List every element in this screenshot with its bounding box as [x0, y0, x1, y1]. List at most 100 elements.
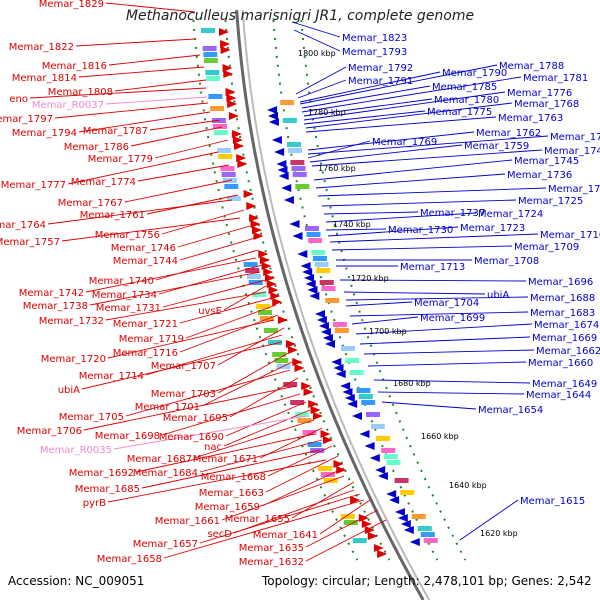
left-gene-label[interactable]: Memar_1808: [48, 87, 113, 98]
left-gene-label[interactable]: Memar_1794: [12, 128, 77, 139]
left-gene-label[interactable]: Memar_R0037: [32, 100, 104, 111]
right-gene-label[interactable]: Memar_1662: [536, 346, 600, 357]
right-gene-label[interactable]: Memar_1745: [514, 156, 579, 167]
left-gene-label[interactable]: Memar_1701: [135, 402, 200, 413]
left-gene-label[interactable]: Memar_1774: [71, 177, 136, 188]
left-gene-label[interactable]: Memar_1731: [96, 303, 161, 314]
right-gene-label[interactable]: Memar_1790: [442, 68, 507, 79]
left-gene-label[interactable]: Memar_1767: [58, 198, 123, 209]
left-gene-label[interactable]: Memar_1716: [113, 348, 178, 359]
left-gene-label[interactable]: Memar_1659: [195, 502, 260, 513]
right-gene-label[interactable]: Memar_1785: [432, 82, 497, 93]
right-gene-label[interactable]: Memar_1727: [548, 184, 600, 195]
right-gene-label[interactable]: Memar_1654: [478, 405, 543, 416]
left-gene-label[interactable]: Memar_1732: [39, 316, 104, 327]
right-gene-label[interactable]: Memar_1649: [532, 379, 597, 390]
left-gene-label[interactable]: Memar_1777: [1, 180, 66, 191]
left-gene-label[interactable]: Memar_1721: [113, 319, 178, 330]
right-gene-label[interactable]: Memar_1747: [544, 146, 600, 157]
left-gene-label[interactable]: Memar_1816: [42, 61, 107, 72]
left-gene-label[interactable]: Memar_1663: [199, 488, 264, 499]
right-gene-label[interactable]: Memar_1775: [427, 107, 492, 118]
left-gene-label[interactable]: Memar_1703: [151, 389, 216, 400]
left-gene-label[interactable]: Memar_1797: [0, 114, 53, 125]
right-gene-label[interactable]: Memar_1710: [540, 230, 600, 241]
right-gene-label[interactable]: Memar_1730: [388, 225, 453, 236]
left-gene-label[interactable]: Memar_1814: [12, 73, 77, 84]
left-gene-label[interactable]: ubiA: [58, 385, 80, 396]
right-gene-label[interactable]: Memar_1762: [476, 128, 541, 139]
left-gene-label[interactable]: Memar_1705: [59, 412, 124, 423]
left-gene-label[interactable]: Memar_1744: [113, 256, 178, 267]
right-gene-label[interactable]: Memar_1723: [460, 223, 525, 234]
left-gene-label[interactable]: Memar_1687: [127, 454, 192, 465]
left-gene-label[interactable]: Memar_1738: [23, 301, 88, 312]
right-gene-label[interactable]: Memar_1763: [498, 113, 563, 124]
right-gene-label[interactable]: Memar_1791: [348, 76, 413, 87]
right-gene-label[interactable]: Memar_1725: [518, 196, 583, 207]
left-gene-label[interactable]: Memar_1698: [95, 431, 160, 442]
left-gene-label[interactable]: Memar_1706: [17, 426, 82, 437]
right-gene-label[interactable]: Memar_1660: [528, 358, 593, 369]
left-gene-label[interactable]: Memar_1742: [19, 288, 84, 299]
left-gene-label[interactable]: Memar_1657: [133, 539, 198, 550]
left-gene-label[interactable]: Memar_1720: [41, 354, 106, 365]
left-gene-label[interactable]: Memar_1695: [163, 413, 228, 424]
left-gene-label[interactable]: Memar_1658: [97, 554, 162, 565]
right-gene-label[interactable]: Memar_1759: [464, 141, 529, 152]
right-gene-label[interactable]: Memar_1736: [507, 170, 572, 181]
right-gene-label[interactable]: Memar_1696: [528, 277, 593, 288]
left-gene-label[interactable]: Memar_1635: [239, 543, 304, 554]
right-gene-label[interactable]: Memar_1776: [507, 88, 572, 99]
left-gene-label[interactable]: Memar_1719: [119, 334, 184, 345]
right-gene-label[interactable]: Memar_1688: [530, 293, 595, 304]
left-gene-label[interactable]: pyrB: [83, 498, 106, 509]
right-gene-label[interactable]: Memar_1644: [526, 390, 591, 401]
left-gene-label[interactable]: nac: [204, 442, 222, 453]
right-gene-label[interactable]: Memar_1768: [514, 99, 579, 110]
right-gene-label[interactable]: Memar_1704: [414, 298, 479, 309]
right-gene-label[interactable]: Memar_1781: [523, 73, 588, 84]
right-gene-label[interactable]: Memar_1669: [532, 333, 597, 344]
left-gene-label[interactable]: Memar_1761: [80, 210, 145, 221]
right-gene-label[interactable]: Memar_1709: [514, 242, 579, 253]
left-gene-label[interactable]: eno: [9, 94, 28, 105]
right-gene-label[interactable]: Memar_1615: [520, 496, 585, 507]
right-gene-label[interactable]: Memar_1792: [348, 63, 413, 74]
right-gene-label[interactable]: Memar_1699: [420, 313, 485, 324]
right-gene-label[interactable]: Memar_1780: [434, 95, 499, 106]
left-gene-label[interactable]: Memar_1786: [64, 142, 129, 153]
right-gene-label[interactable]: Memar_1708: [474, 256, 539, 267]
left-gene-label[interactable]: Memar_1692: [69, 468, 134, 479]
right-gene-label[interactable]: Memar_1788: [499, 61, 564, 72]
right-gene-label[interactable]: Memar_1752: [550, 132, 600, 143]
left-gene-label[interactable]: Memar_1671: [193, 454, 258, 465]
right-gene-label[interactable]: Memar_1713: [400, 262, 465, 273]
left-gene-label[interactable]: Memar_1655: [225, 514, 290, 525]
left-gene-label[interactable]: Memar_1822: [9, 42, 74, 53]
left-gene-label[interactable]: Memar_1707: [151, 361, 216, 372]
left-gene-label[interactable]: Memar_1740: [89, 276, 154, 287]
left-gene-label[interactable]: Memar_1668: [201, 472, 266, 483]
right-gene-label[interactable]: Memar_1769: [372, 137, 437, 148]
left-gene-label[interactable]: Memar_1764: [0, 220, 46, 231]
right-gene-label[interactable]: Memar_1724: [478, 209, 543, 220]
left-gene-label[interactable]: Memar_1829: [39, 0, 104, 10]
left-gene-label[interactable]: Memar_1714: [79, 371, 144, 382]
left-gene-label[interactable]: Memar_1746: [111, 243, 176, 254]
right-gene-label[interactable]: Memar_1674: [534, 320, 599, 331]
right-gene-label[interactable]: Memar_1823: [342, 33, 407, 44]
right-gene-label[interactable]: Memar_1737: [420, 208, 485, 219]
right-gene-label[interactable]: Memar_1793: [342, 47, 407, 58]
left-gene-label[interactable]: Memar_1684: [133, 468, 198, 479]
left-gene-label[interactable]: Memar_1641: [253, 530, 318, 541]
left-gene-label[interactable]: Memar_1685: [75, 484, 140, 495]
left-gene-label[interactable]: Memar_1757: [0, 237, 60, 248]
left-gene-label[interactable]: Memar_1734: [92, 290, 157, 301]
left-gene-label[interactable]: uvsE: [198, 306, 222, 317]
left-gene-label[interactable]: Memar_1632: [239, 557, 304, 568]
left-gene-label[interactable]: Memar_R0035: [40, 445, 112, 456]
left-gene-label[interactable]: Memar_1787: [83, 126, 148, 137]
right-gene-label[interactable]: Memar_1683: [530, 308, 595, 319]
left-gene-label[interactable]: Memar_1661: [155, 516, 220, 527]
